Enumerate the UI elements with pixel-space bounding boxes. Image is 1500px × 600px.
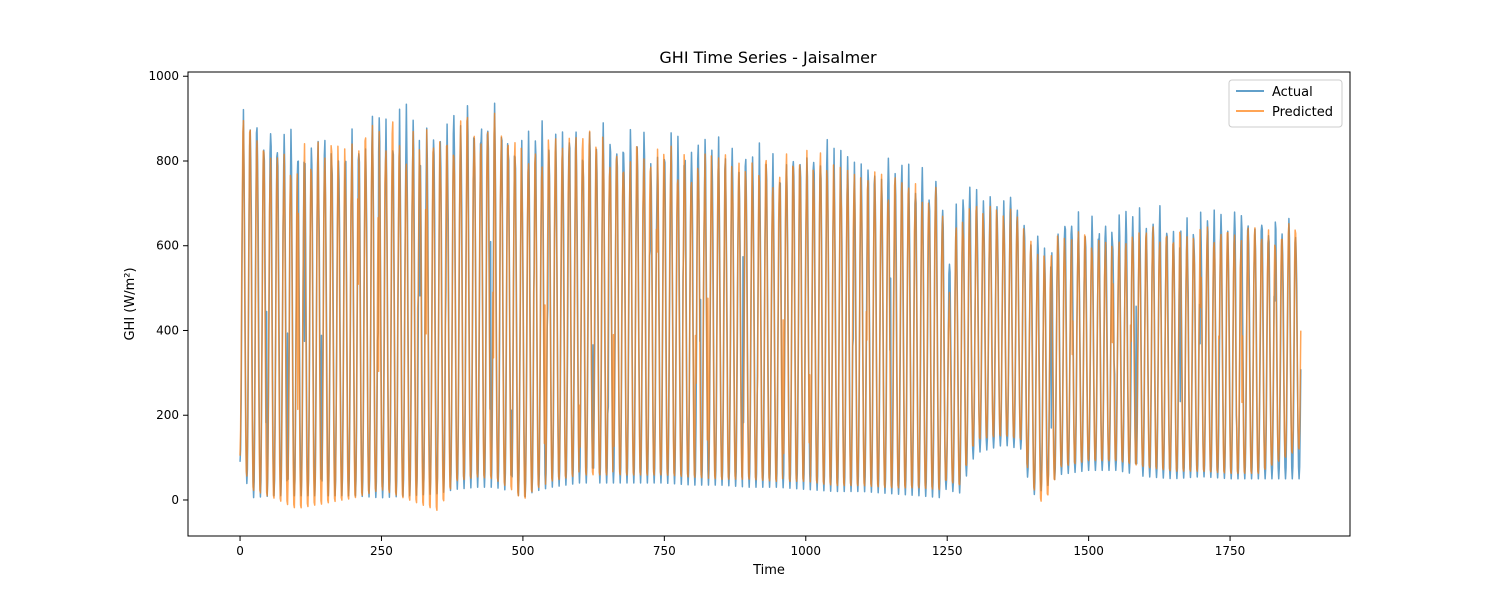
y-tick-label: 1000 <box>148 69 179 83</box>
x-axis-label: Time <box>752 563 785 578</box>
chart-title: GHI Time Series - Jaisalmer <box>659 48 877 67</box>
x-tick-label: 250 <box>370 544 393 558</box>
y-tick-label: 0 <box>171 493 179 507</box>
y-tick-label: 800 <box>156 154 179 168</box>
x-tick-label: 500 <box>511 544 534 558</box>
y-tick-label: 400 <box>156 323 179 337</box>
legend-label-predicted: Predicted <box>1272 105 1333 120</box>
y-tick-label: 200 <box>156 408 179 422</box>
legend-label-actual: Actual <box>1272 85 1313 100</box>
x-tick-label: 1750 <box>1215 544 1246 558</box>
y-tick-label: 600 <box>156 239 179 253</box>
y-axis-label: GHI (W/m²) <box>123 267 138 340</box>
x-tick-label: 1250 <box>932 544 963 558</box>
x-tick-label: 1000 <box>790 544 821 558</box>
x-axis: 0 250 500 750 1000 1250 1500 1750 <box>236 536 1245 558</box>
legend: Actual Predicted <box>1228 79 1343 128</box>
y-axis: 0 200 400 600 800 1000 <box>148 69 188 507</box>
x-tick-label: 1500 <box>1073 544 1104 558</box>
x-tick-label: 750 <box>653 544 676 558</box>
plot-frame <box>187 71 1351 537</box>
series-line-predicted <box>239 112 1302 512</box>
x-tick-label: 0 <box>236 544 244 558</box>
